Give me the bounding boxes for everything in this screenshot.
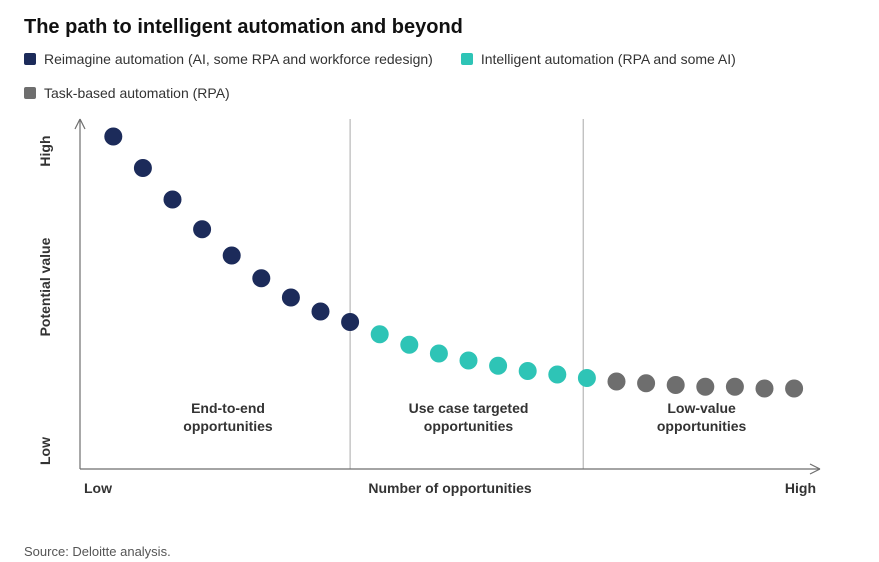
data-point bbox=[341, 313, 359, 331]
data-point bbox=[252, 269, 270, 287]
scatter-chart: End-to-end opportunities Use case targeted… bbox=[24, 109, 855, 528]
data-point bbox=[489, 357, 507, 375]
legend-label: Task-based automation (RPA) bbox=[44, 85, 230, 101]
data-point bbox=[193, 220, 211, 238]
legend-item: Reimagine automation (AI, some RPA and w… bbox=[24, 51, 433, 67]
data-point bbox=[785, 380, 803, 398]
chart-svg: End-to-end opportunities Use case targeted… bbox=[24, 109, 840, 523]
data-point bbox=[104, 128, 122, 146]
data-point bbox=[637, 374, 655, 392]
region-label: End-to-end bbox=[191, 400, 265, 416]
x-axis-low-label: Low bbox=[84, 480, 112, 496]
data-point bbox=[312, 303, 330, 321]
legend-swatch bbox=[24, 53, 36, 65]
data-point bbox=[578, 369, 596, 387]
region-label: Use case targeted bbox=[409, 400, 529, 416]
data-point bbox=[164, 191, 182, 209]
data-point bbox=[460, 352, 478, 370]
legend-item: Intelligent automation (RPA and some AI) bbox=[461, 51, 736, 67]
data-point bbox=[667, 376, 685, 394]
legend-item: Task-based automation (RPA) bbox=[24, 85, 230, 101]
x-axis-high-label: High bbox=[785, 480, 816, 496]
data-point bbox=[282, 289, 300, 307]
data-point bbox=[400, 336, 418, 354]
legend-label: Intelligent automation (RPA and some AI) bbox=[481, 51, 736, 67]
data-point bbox=[696, 378, 714, 396]
region-label: opportunities bbox=[183, 418, 273, 434]
data-point bbox=[223, 247, 241, 265]
chart-title: The path to intelligent automation and b… bbox=[24, 16, 855, 39]
legend-swatch bbox=[461, 53, 473, 65]
data-point bbox=[608, 373, 626, 391]
y-axis-high-label: High bbox=[37, 135, 53, 166]
legend-swatch bbox=[24, 87, 36, 99]
region-label: Low-value bbox=[667, 400, 736, 416]
data-point bbox=[548, 366, 566, 384]
data-point bbox=[756, 380, 774, 398]
data-point bbox=[134, 159, 152, 177]
data-point bbox=[430, 345, 448, 363]
region-label: opportunities bbox=[657, 418, 747, 434]
y-axis-label: Potential value bbox=[37, 237, 53, 336]
legend: Reimagine automation (AI, some RPA and w… bbox=[24, 51, 784, 101]
source-note: Source: Deloitte analysis. bbox=[24, 544, 855, 559]
legend-label: Reimagine automation (AI, some RPA and w… bbox=[44, 51, 433, 67]
data-point bbox=[371, 325, 389, 343]
x-axis-label: Number of opportunities bbox=[368, 480, 532, 496]
y-axis-low-label: Low bbox=[37, 437, 53, 465]
region-label: opportunities bbox=[424, 418, 514, 434]
data-point bbox=[519, 362, 537, 380]
data-point bbox=[726, 378, 744, 396]
